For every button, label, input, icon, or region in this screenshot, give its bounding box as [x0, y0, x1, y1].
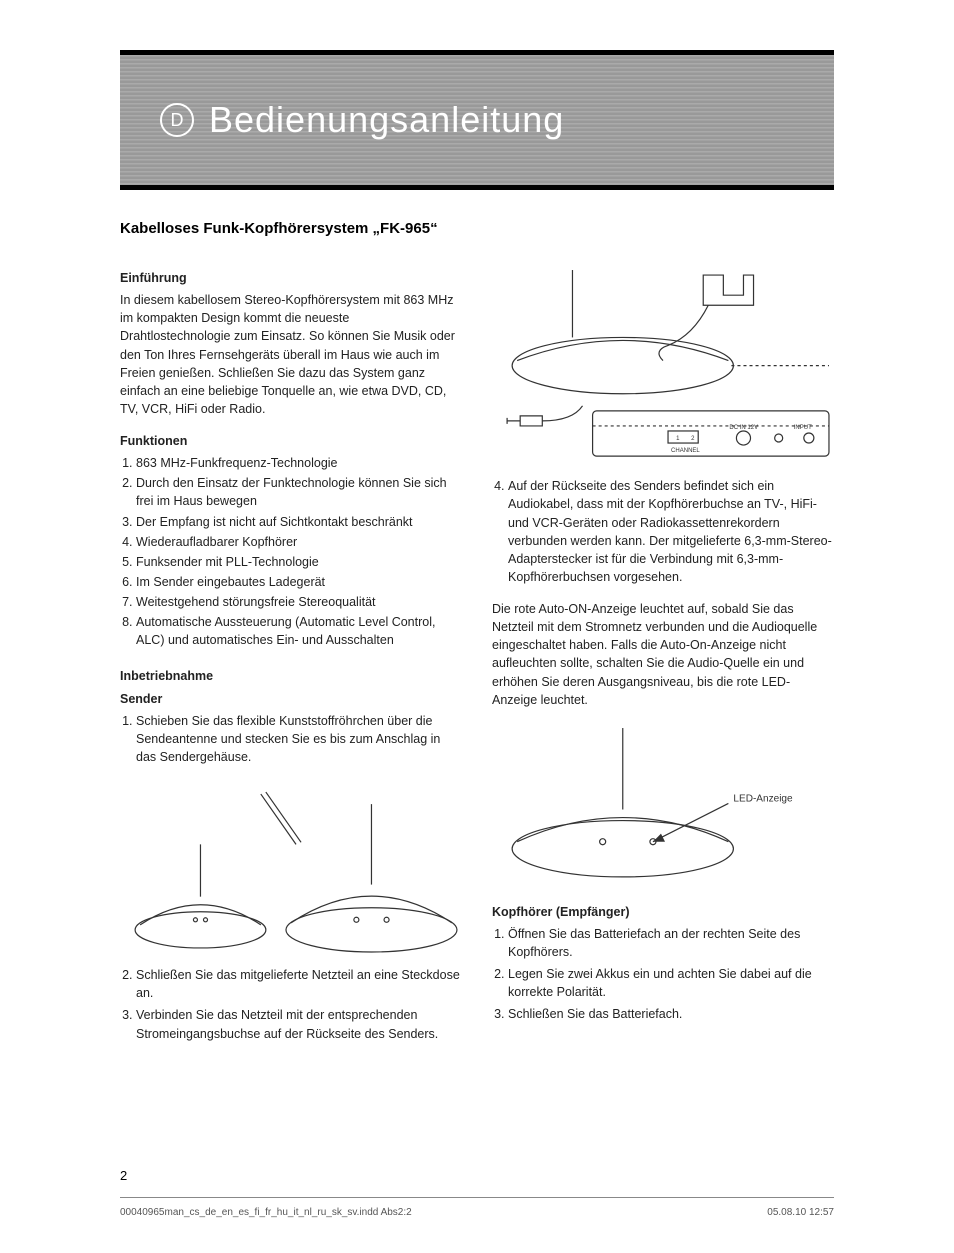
sender-steps-b: Schließen Sie das mitgelieferte Netzteil…	[120, 966, 462, 1043]
product-title: Kabelloses Funk-Kopfhörersystem „FK-965“	[120, 220, 834, 237]
page-number: 2	[120, 1168, 127, 1183]
sender-step: Verbinden Sie das Netzteil mit der entsp…	[136, 1006, 462, 1042]
feature-item: Automatische Aussteuerung (Automatic Lev…	[136, 613, 462, 649]
sender-heading: Sender	[120, 690, 462, 708]
setup-heading: Inbetriebnahme	[120, 667, 462, 685]
footer-divider	[120, 1197, 834, 1198]
svg-text:2: 2	[691, 436, 695, 442]
figure-rear-panel: 1 2 CHANNEL DC IN 12V INPUT	[492, 265, 834, 466]
label-channel: CHANNEL	[671, 448, 700, 454]
footer-left: 00040965man_cs_de_en_es_fi_fr_hu_it_nl_r…	[120, 1207, 412, 1218]
label-dc: DC IN 12V	[729, 425, 758, 431]
feature-item: Durch den Einsatz der Funktechnologie kö…	[136, 474, 462, 510]
page: D Bedienungsanleitung Kabelloses Funk-Ko…	[0, 0, 954, 1253]
label-led: LED-Anzeige	[733, 793, 793, 804]
figure-transmitter-assembly	[120, 784, 462, 955]
sender-step4: Auf der Rückseite des Senders befindet s…	[508, 477, 834, 586]
auto-on-text: Die rote Auto-ON-Anzeige leuchtet auf, s…	[492, 600, 834, 709]
language-code: D	[171, 110, 184, 131]
receiver-steps: Öffnen Sie das Batteriefach an der recht…	[492, 925, 834, 1024]
sender-step: Schieben Sie das flexible Kunststoffröhr…	[136, 712, 462, 766]
svg-text:1: 1	[676, 436, 680, 442]
feature-item: 863 MHz-Funkfrequenz-Technologie	[136, 454, 462, 472]
sender-step4-list: Auf der Rückseite des Senders befindet s…	[492, 477, 834, 586]
footer: 00040965man_cs_de_en_es_fi_fr_hu_it_nl_r…	[120, 1207, 834, 1218]
footer-right: 05.08.10 12:57	[767, 1207, 834, 1218]
intro-text: In diesem kabellosem Stereo-Kopfhörersys…	[120, 291, 462, 418]
feature-item: Weitestgehend störungsfreie Stereoqualit…	[136, 593, 462, 611]
features-list: 863 MHz-Funkfrequenz-Technologie Durch d…	[120, 454, 462, 649]
banner-title: Bedienungsanleitung	[209, 99, 564, 141]
sender-step: Schließen Sie das mitgelieferte Netzteil…	[136, 966, 462, 1002]
features-heading: Funktionen	[120, 432, 462, 450]
right-column: 1 2 CHANNEL DC IN 12V INPUT Auf der Rück…	[492, 255, 834, 1051]
figure-led-indicator: LED-Anzeige	[492, 723, 834, 884]
receiver-step: Schließen Sie das Batteriefach.	[508, 1005, 834, 1023]
left-column: Einführung In diesem kabellosem Stereo-K…	[120, 255, 462, 1051]
language-badge: D	[160, 103, 194, 137]
label-input: INPUT	[794, 425, 812, 431]
sender-steps-a: Schieben Sie das flexible Kunststoffröhr…	[120, 712, 462, 766]
feature-item: Funksender mit PLL-Technologie	[136, 553, 462, 571]
content-columns: Einführung In diesem kabellosem Stereo-K…	[120, 255, 834, 1051]
receiver-step: Legen Sie zwei Akkus ein und achten Sie …	[508, 965, 834, 1001]
intro-heading: Einführung	[120, 269, 462, 287]
feature-item: Wiederaufladbarer Kopfhörer	[136, 533, 462, 551]
feature-item: Der Empfang ist nicht auf Sichtkontakt b…	[136, 513, 462, 531]
receiver-heading: Kopfhörer (Empfänger)	[492, 903, 834, 921]
title-banner: D Bedienungsanleitung	[120, 50, 834, 190]
feature-item: Im Sender eingebautes Ladegerät	[136, 573, 462, 591]
receiver-step: Öffnen Sie das Batteriefach an der recht…	[508, 925, 834, 961]
